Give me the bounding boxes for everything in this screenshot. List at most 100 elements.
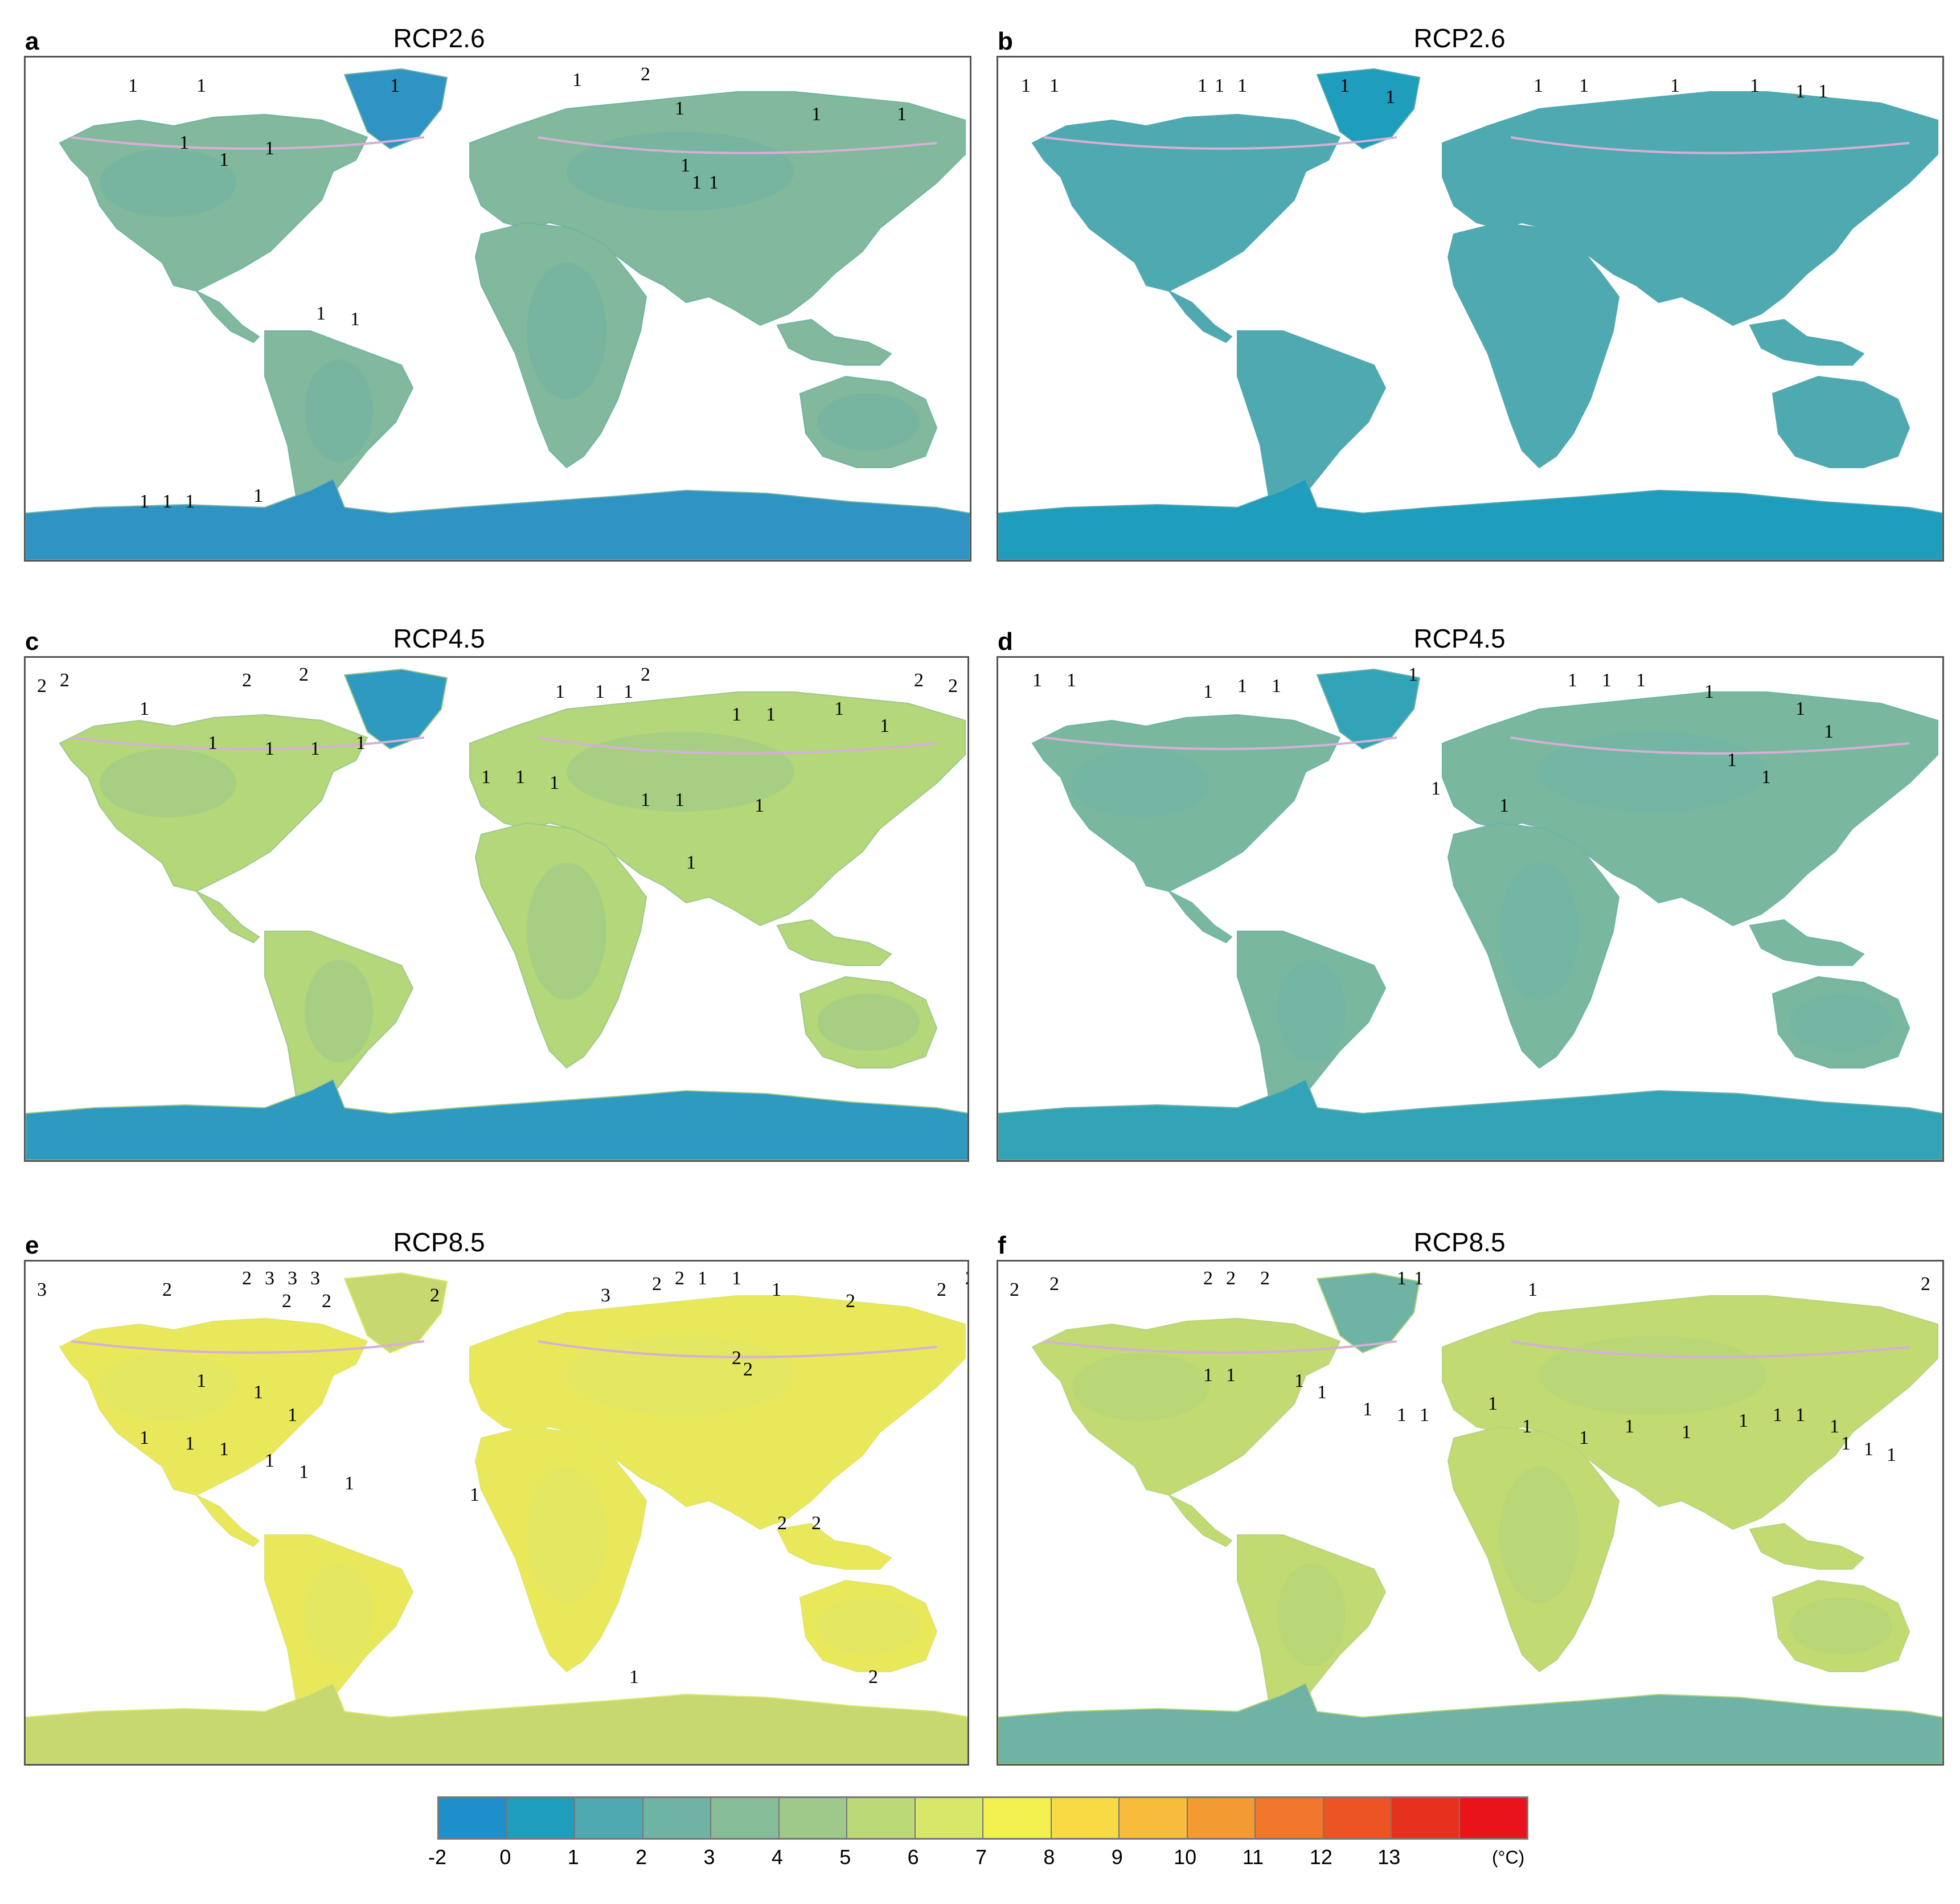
panel-title: RCP4.5 — [1413, 624, 1506, 653]
colorbar-swatch — [1256, 1798, 1324, 1838]
colorbar-swatch — [1392, 1798, 1460, 1838]
land-group — [998, 68, 1942, 560]
shade-blob — [527, 1467, 606, 1603]
panel-title: RCP8.5 — [393, 1227, 485, 1257]
contour-line — [1043, 736, 1910, 755]
contour-label: 2 — [846, 1291, 855, 1312]
land-group — [998, 668, 1942, 1160]
colorbar-tick-label: 5 — [839, 1845, 851, 1869]
contour-line — [71, 1340, 937, 1358]
contour-label: 1 — [140, 491, 149, 512]
contour-label: 2 — [641, 64, 650, 85]
contour-label: 2 — [675, 1268, 684, 1289]
seAsia-region — [1749, 318, 1865, 366]
colorbar-unit: (°C) — [1492, 1847, 1525, 1868]
contour-label: 1 — [595, 681, 605, 702]
contour-label: 1 — [766, 704, 776, 725]
panel-title: RCP2.6 — [393, 23, 485, 53]
contour-label: 1 — [1397, 1268, 1407, 1289]
colorbar — [437, 1796, 1528, 1840]
contour-label: 3 — [601, 1285, 610, 1306]
contour-label: 1 — [1385, 87, 1395, 108]
contour-label: 1 — [481, 767, 491, 788]
contour-label: 1 — [732, 1268, 741, 1289]
shade-blob — [100, 1353, 236, 1421]
contour-label: 1 — [1049, 75, 1059, 96]
contour-label: 2 — [162, 1279, 172, 1300]
contour-label: 1 — [1864, 1439, 1873, 1460]
colorbar-tick-label: 12 — [1309, 1845, 1332, 1869]
contour-label: 1 — [288, 1405, 297, 1426]
contour-label: 1 — [179, 132, 189, 153]
contour-label: 1 — [572, 69, 582, 91]
panel-letter: d — [998, 628, 1013, 656]
contour-label: 1 — [1215, 75, 1224, 96]
contour-label: 1 — [698, 1268, 707, 1289]
contour-label: 2 — [242, 670, 252, 691]
contour-label: 1 — [686, 852, 696, 873]
shade-blob — [1790, 1598, 1892, 1655]
contour-label: 1 — [675, 789, 684, 810]
contour-label: 1 — [732, 704, 741, 725]
contour-label: 1 — [208, 732, 218, 754]
contour-label: 1 — [1021, 75, 1031, 96]
contour-line — [71, 136, 937, 154]
colorbar-swatch — [711, 1798, 780, 1838]
contour-label: 1 — [1294, 1370, 1304, 1391]
colorbar-tick-label: 10 — [1174, 1845, 1197, 1869]
contour-label: 1 — [1887, 1444, 1896, 1465]
contour-label: 1 — [1704, 681, 1714, 702]
shade-blob — [305, 1563, 373, 1666]
shade-blob — [1790, 394, 1892, 451]
contour-label: 1 — [755, 795, 764, 816]
contour-label: 1 — [1317, 1382, 1327, 1403]
map-svg: 2 2 2 2 2 2 211 1 11 1 111 1 1 11 1 11 1 11 — [26, 658, 967, 1160]
colorbar-swatch — [439, 1798, 507, 1838]
shade-blob — [817, 1598, 920, 1655]
contour-label: 2 — [60, 670, 69, 691]
shade-blob — [1499, 863, 1579, 1000]
contour-label: 2 — [1049, 1274, 1059, 1295]
contour-label: 1 — [1738, 1410, 1748, 1431]
shade-blob — [1072, 1353, 1209, 1421]
contour-label: 2 — [868, 1666, 878, 1688]
shade-blob — [1539, 132, 1767, 211]
contour-label: 1 — [1636, 670, 1646, 691]
contour-label: 2 — [914, 670, 924, 691]
contour-label: 1 — [1824, 721, 1834, 742]
contour-label: 1 — [675, 98, 684, 119]
contour-label: 1 — [265, 738, 274, 759]
contour-label: 1 — [140, 1427, 149, 1448]
shade-blob — [567, 1336, 794, 1415]
contour-label: 2 — [743, 1359, 753, 1380]
contour-label: 2 — [937, 1279, 946, 1300]
panel-letter: b — [998, 27, 1013, 55]
contour-label: 1 — [1727, 750, 1737, 771]
contour-label: 1 — [1522, 1416, 1532, 1437]
contour-label: 1 — [1841, 1433, 1851, 1454]
contour-label: 1 — [316, 303, 326, 324]
antarctica-region — [26, 1682, 967, 1764]
map-svg: 3223332211122222232211111111112212 — [26, 1262, 967, 1764]
contour-label: 2 — [1010, 1279, 1019, 1300]
colorbar-swatch — [983, 1798, 1052, 1838]
contour-label: 1 — [1579, 75, 1589, 96]
colorbar-tick-label: 9 — [1111, 1845, 1123, 1869]
contour-label: 1 — [624, 681, 633, 702]
map: 3223332211122222232211111111112212 — [24, 1260, 969, 1766]
shade-blob — [1790, 994, 1892, 1051]
contour-label: 1 — [1363, 1399, 1372, 1420]
contour-label: 1 — [834, 698, 844, 719]
contour-label: 1 — [1340, 75, 1350, 96]
seAsia-region — [776, 318, 892, 366]
contour-label: 1 — [641, 789, 650, 810]
contour-label: 1 — [1431, 778, 1441, 799]
contour-label: 1 — [1226, 1365, 1236, 1386]
colorbar-swatch — [847, 1798, 916, 1838]
contour-label: 2 — [282, 1291, 292, 1312]
colorbar-tick-label: 11 — [1242, 1845, 1264, 1869]
panel-letter: a — [25, 27, 39, 55]
shade-blob — [1072, 749, 1209, 817]
